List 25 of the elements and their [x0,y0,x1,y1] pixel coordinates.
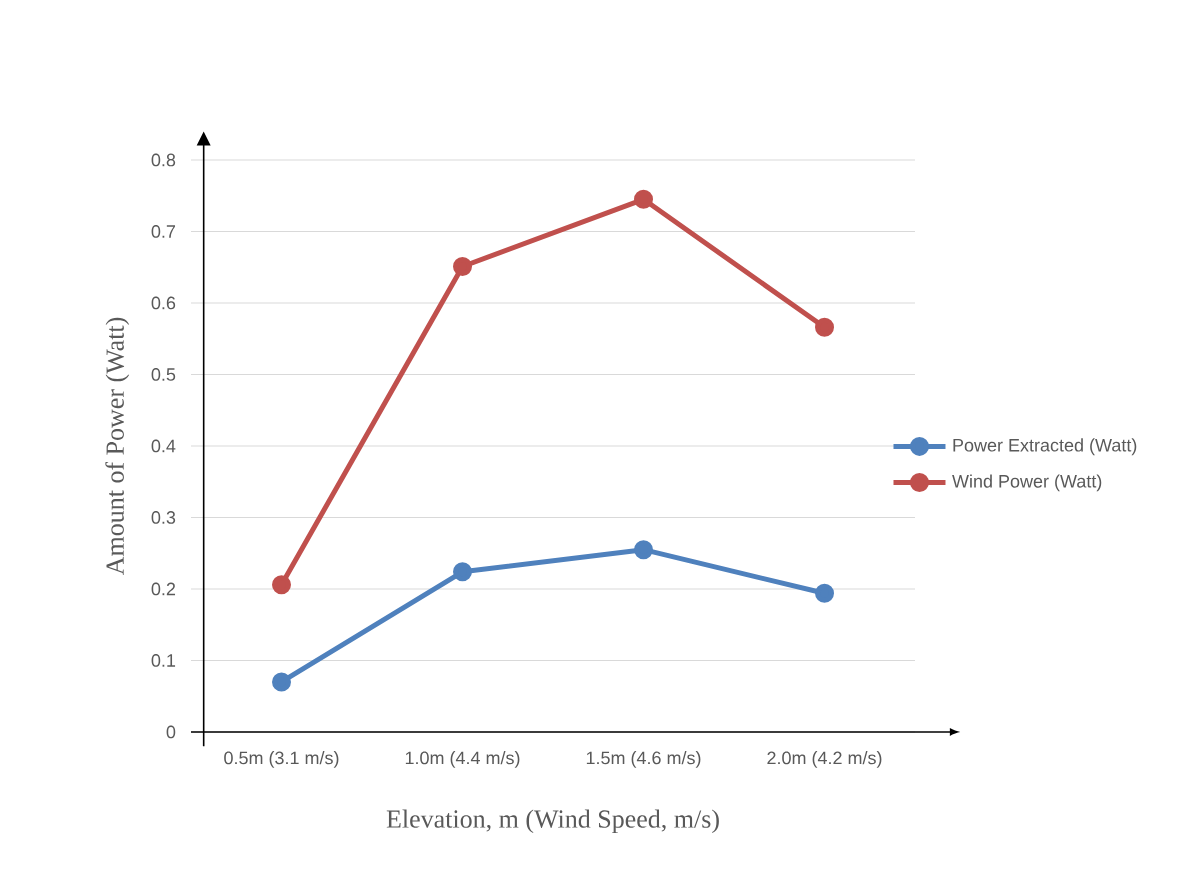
y-tick-label: 0.1 [151,654,176,667]
x-tick-label: 2.0m (4.2 m/s) [767,751,882,768]
x-axis-title: Elevation, m (Wind Speed, m/s) [386,809,719,834]
y-tick-label: 0.7 [151,225,176,238]
point [453,562,473,582]
point [272,575,291,595]
y-tick-label: 0.6 [151,296,176,310]
point [272,672,291,692]
point [634,189,654,209]
y-tick-label: 0 [166,725,176,739]
x-tick-label: 1.5m (4.6 m/s) [586,751,701,768]
y-tick-label: 0.5 [151,368,176,381]
y-axis-title: Amount of Power (Watt) [105,317,130,576]
legend-label: Wind Power (Watt) [952,474,1102,492]
x-tick-label: 0.5m (3.1 m/s) [224,751,339,768]
point [815,317,835,337]
point [634,540,654,560]
y-tick-label: 0.3 [151,511,176,524]
y-tick-label: 0.4 [151,439,176,453]
y-tick-label: 0.2 [151,582,176,596]
point [815,583,835,603]
y-tick-label: 0.8 [151,153,176,167]
legend-label: Power Extracted (Watt) [953,438,1137,456]
point [453,257,473,277]
x-tick-label: 1.0m (4.4 m/s) [405,751,520,768]
